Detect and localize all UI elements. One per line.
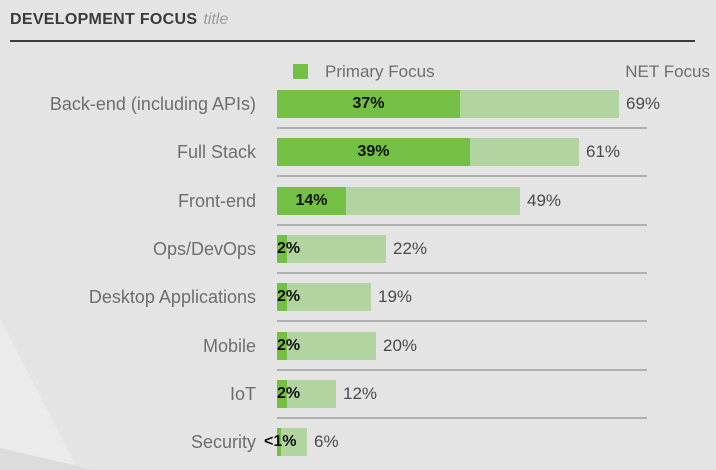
primary-value-label: 39% bbox=[357, 143, 390, 160]
category-label: Mobile bbox=[202, 336, 256, 356]
legend-primary-label: Primary Focus bbox=[325, 62, 435, 81]
category-label: Desktop Applications bbox=[88, 287, 256, 307]
net-value-label: 61% bbox=[586, 142, 621, 161]
chart-row: Front-end 14% 49% bbox=[0, 187, 716, 235]
bar-track: 2% 22% bbox=[277, 235, 716, 263]
chart-row: IoT 2% 12% bbox=[0, 380, 716, 428]
row-separator bbox=[277, 417, 647, 419]
net-value-label: 49% bbox=[527, 191, 562, 210]
chart-row: Security <1% 6% bbox=[0, 428, 716, 470]
chart-row: Ops/DevOps 2% 22% bbox=[0, 235, 716, 283]
category-label: IoT bbox=[229, 384, 256, 404]
primary-focus-bar bbox=[277, 428, 281, 456]
row-separator bbox=[277, 369, 647, 371]
header-rule bbox=[10, 40, 695, 42]
page-subtitle: title bbox=[203, 11, 229, 28]
category-label: Back-end (including APIs) bbox=[49, 94, 256, 114]
net-value-label: 22% bbox=[393, 239, 428, 258]
category-label: Security bbox=[190, 432, 256, 452]
net-value-label: 12% bbox=[343, 384, 378, 403]
primary-value-label: <1% bbox=[264, 433, 297, 450]
net-focus-bar bbox=[277, 283, 371, 311]
net-value-label: 19% bbox=[378, 287, 413, 306]
row-separator bbox=[277, 320, 647, 322]
primary-value-label: 2% bbox=[277, 288, 301, 305]
chart-row: Desktop Applications 2% 19% bbox=[0, 283, 716, 331]
primary-value-label: 2% bbox=[277, 337, 301, 354]
net-value-label: 6% bbox=[314, 432, 339, 451]
bar-track: 2% 20% bbox=[277, 332, 716, 360]
row-separator bbox=[277, 175, 647, 177]
category-label: Full Stack bbox=[176, 142, 256, 162]
primary-focus-bar bbox=[277, 332, 287, 360]
net-focus-bar bbox=[277, 235, 386, 263]
primary-focus-bar bbox=[277, 380, 287, 408]
primary-value-label: 2% bbox=[277, 240, 301, 257]
category-label: Ops/DevOps bbox=[152, 239, 256, 259]
net-focus-bar bbox=[277, 332, 376, 360]
chart-legend: Primary Focus NET Focus bbox=[0, 58, 716, 86]
primary-focus-bar bbox=[277, 138, 470, 166]
primary-value-label: 2% bbox=[277, 385, 301, 402]
legend-net-label: NET Focus bbox=[625, 62, 710, 81]
primary-focus-bar bbox=[277, 235, 287, 263]
row-separator bbox=[277, 224, 647, 226]
primary-value-label: 37% bbox=[352, 95, 385, 112]
net-focus-bar bbox=[277, 428, 307, 456]
row-separator bbox=[277, 127, 647, 129]
chart-row: Full Stack 39% 61% bbox=[0, 138, 716, 186]
bar-track: 14% 49% bbox=[277, 187, 716, 215]
primary-focus-bar bbox=[277, 283, 287, 311]
bar-track: 39% 61% bbox=[277, 138, 716, 166]
primary-focus-bar bbox=[277, 187, 346, 215]
chart-rows: Back-end (including APIs) 37% 69% Full Stac… bbox=[0, 90, 716, 470]
bar-track: <1% 6% bbox=[264, 428, 716, 456]
row-separator bbox=[277, 272, 647, 274]
chart-row: Mobile 2% 20% bbox=[0, 332, 716, 380]
page-title: DEVELOPMENT FOCUS bbox=[10, 11, 198, 28]
chart-row: Back-end (including APIs) 37% 69% bbox=[0, 90, 716, 138]
chart-header: DEVELOPMENT FOCUS title bbox=[10, 10, 696, 30]
bar-track: 37% 69% bbox=[277, 90, 716, 118]
bar-track: 2% 12% bbox=[277, 380, 716, 408]
primary-focus-swatch bbox=[293, 64, 308, 79]
net-value-label: 69% bbox=[626, 94, 661, 113]
net-value-label: 20% bbox=[383, 336, 418, 355]
primary-value-label: 14% bbox=[295, 192, 328, 209]
bar-track: 2% 19% bbox=[277, 283, 716, 311]
primary-focus-bar bbox=[277, 90, 460, 118]
category-label: Front-end bbox=[177, 191, 256, 211]
